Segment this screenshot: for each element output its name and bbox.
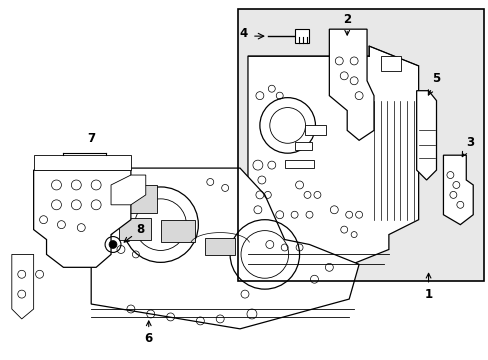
Bar xyxy=(238,9,483,281)
Bar xyxy=(284,160,314,168)
Text: 5: 5 xyxy=(427,72,440,95)
Text: 7: 7 xyxy=(87,132,95,145)
Text: 3: 3 xyxy=(461,136,473,157)
Polygon shape xyxy=(34,155,131,170)
Polygon shape xyxy=(111,175,145,205)
Circle shape xyxy=(109,240,117,248)
Text: 1: 1 xyxy=(424,273,432,301)
Bar xyxy=(294,29,308,43)
Text: 6: 6 xyxy=(144,321,153,345)
Polygon shape xyxy=(34,170,131,267)
Polygon shape xyxy=(416,91,436,180)
Polygon shape xyxy=(247,46,418,269)
Bar xyxy=(119,218,150,239)
Text: 8: 8 xyxy=(124,223,144,242)
Bar xyxy=(238,9,483,281)
Polygon shape xyxy=(12,255,34,319)
Bar xyxy=(304,125,325,135)
Polygon shape xyxy=(328,29,373,140)
Bar xyxy=(161,220,195,242)
Polygon shape xyxy=(91,168,358,329)
Text: 4: 4 xyxy=(239,27,247,40)
Bar xyxy=(380,56,400,71)
Polygon shape xyxy=(443,155,472,225)
Bar xyxy=(205,238,235,255)
Bar xyxy=(119,185,156,213)
Bar xyxy=(294,142,312,150)
Text: 2: 2 xyxy=(343,13,350,35)
